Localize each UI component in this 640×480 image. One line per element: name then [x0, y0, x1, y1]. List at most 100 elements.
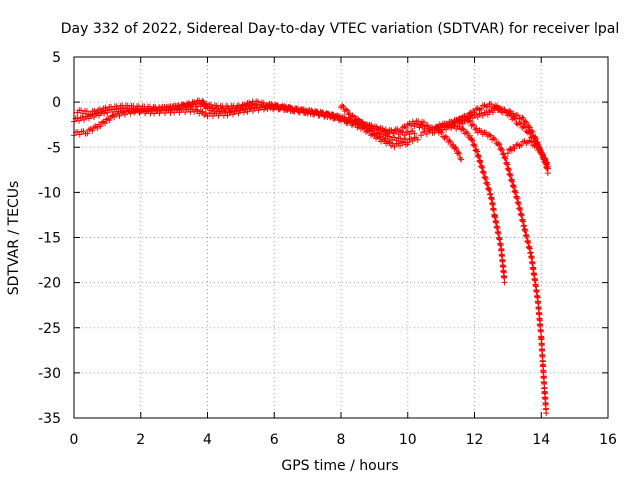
data-point-fill: [471, 143, 478, 150]
data-point-fill: [369, 124, 376, 131]
data-point-fill: [502, 155, 509, 162]
data-point-fill: [447, 138, 454, 145]
data-point-fill: [476, 158, 483, 165]
data-point-fill: [201, 101, 208, 108]
data-point-fill: [484, 181, 491, 188]
data-point-fill: [76, 117, 83, 124]
data-point-fill: [314, 109, 321, 116]
data-point-fill: [359, 119, 366, 126]
x-tick-label: 0: [70, 432, 79, 448]
data-point-fill: [519, 114, 526, 121]
data-point: [81, 116, 88, 123]
data-point-fill: [381, 137, 388, 144]
data-point-fill: [479, 112, 486, 119]
data-point-fill: [509, 182, 516, 189]
data-point-fill: [520, 123, 527, 130]
data-point-fill: [386, 139, 393, 146]
data-point-fill: [528, 138, 535, 145]
data-point: [511, 145, 518, 152]
data-point-fill: [459, 120, 466, 127]
data-point-fill: [466, 132, 473, 139]
data-point-fill: [536, 145, 543, 152]
data-point-fill: [474, 148, 481, 155]
data-point: [544, 170, 551, 177]
series-trace-2: [71, 103, 411, 150]
data-point: [224, 112, 231, 119]
data-point: [543, 410, 550, 417]
data-point-fill: [490, 135, 497, 142]
data-point: [508, 177, 515, 184]
data-point-fill: [334, 113, 341, 120]
data-point-fill: [505, 167, 512, 174]
data-point-fill: [503, 108, 510, 115]
data-point-fill: [247, 104, 254, 111]
x-tick-label: 12: [466, 432, 484, 448]
data-point: [91, 114, 98, 121]
x-tick-label: 6: [270, 432, 279, 448]
data-point-fill: [453, 146, 460, 153]
data-point: [231, 107, 238, 114]
data-point-fill: [89, 127, 96, 134]
x-axis-label: GPS time / hours: [281, 458, 398, 474]
data-point-fill: [102, 120, 109, 127]
data-point-fill: [479, 164, 486, 171]
data-point-fill: [106, 117, 113, 124]
data-point-fill: [127, 110, 134, 117]
data-point-fill: [469, 137, 476, 144]
data-point-fill: [339, 115, 346, 122]
y-tick-label: -15: [38, 231, 61, 247]
data-point-fill: [463, 129, 470, 136]
data-point: [544, 163, 551, 170]
data-point-fill: [486, 187, 493, 194]
data-point-fill: [472, 147, 479, 154]
data-point-fill: [99, 119, 106, 126]
data-marks: [71, 97, 551, 417]
data-point: [474, 152, 481, 159]
data-point: [111, 114, 118, 121]
data-point-fill: [448, 143, 455, 150]
y-tick-label: -35: [38, 411, 61, 427]
data-point-fill: [486, 131, 493, 138]
x-tick-label: 2: [136, 432, 145, 448]
data-point-fill: [242, 105, 249, 112]
data-point-fill: [349, 112, 356, 119]
data-point-fill: [469, 115, 476, 122]
y-tick-label: -20: [38, 276, 61, 292]
data-point: [501, 154, 508, 161]
data-point-fill: [471, 122, 478, 129]
data-point-fill: [406, 131, 413, 138]
data-point-fill: [489, 109, 496, 116]
data-point-fill: [108, 113, 115, 120]
data-point: [414, 136, 421, 143]
data-point-fill: [506, 110, 513, 117]
data-point-fill: [380, 127, 387, 134]
data-point-fill: [94, 124, 101, 131]
data-point-fill: [329, 112, 336, 119]
data-point-fill: [419, 122, 426, 129]
data-point-fill: [121, 111, 128, 118]
x-tick-label: 16: [599, 432, 617, 448]
data-point: [481, 174, 488, 181]
data-point-fill: [522, 124, 529, 131]
x-tick-label: 4: [203, 432, 212, 448]
data-point-fill: [480, 170, 487, 177]
data-point-fill: [424, 123, 431, 130]
data-point-fill: [504, 166, 511, 173]
data-point-fill: [496, 141, 503, 148]
data-point: [401, 132, 408, 139]
data-point-fill: [236, 106, 243, 113]
data-point-fill: [472, 126, 479, 133]
data-point-fill: [358, 118, 365, 125]
y-tick-label: -10: [38, 185, 61, 201]
data-point-fill: [513, 194, 520, 201]
data-point: [454, 123, 461, 130]
data-point-fill: [364, 121, 371, 128]
data-point-fill: [98, 108, 105, 115]
chart-title: Day 332 of 2022, Sidereal Day-to-day VTE…: [61, 21, 619, 37]
data-point-fill: [516, 119, 523, 126]
data-point-fill: [485, 185, 492, 192]
data-point-fill: [514, 195, 521, 202]
data-point-fill: [457, 155, 464, 162]
data-point-fill: [499, 146, 506, 153]
